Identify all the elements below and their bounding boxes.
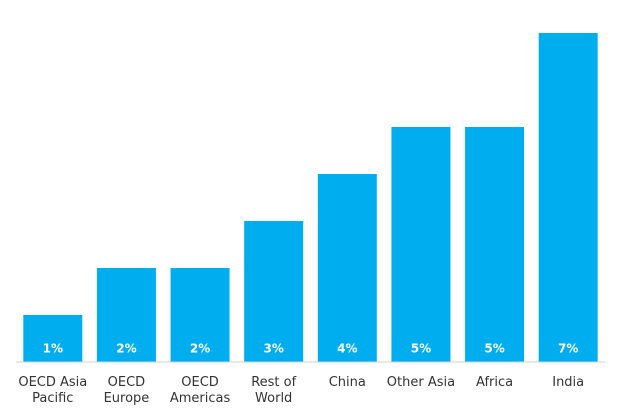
bar	[23, 315, 83, 362]
value-label: 1%	[43, 342, 63, 356]
value-label: 3%	[264, 342, 284, 356]
bar	[391, 127, 451, 362]
value-label: 2%	[190, 342, 210, 356]
x-tick-label: OECD Asia Pacific	[18, 375, 88, 406]
x-tick-label: OECD Americas	[169, 375, 231, 406]
bar	[465, 127, 525, 362]
bar	[244, 221, 304, 362]
bar	[170, 268, 230, 362]
value-label: 5%	[411, 342, 431, 356]
bar	[538, 33, 598, 362]
bar	[96, 268, 156, 362]
x-tick-label: OECD Europe	[103, 375, 150, 406]
value-label: 4%	[337, 342, 357, 356]
value-label: 7%	[558, 342, 578, 356]
value-label: 5%	[484, 342, 504, 356]
x-tick-label: Rest of World	[251, 375, 297, 406]
bar	[317, 174, 377, 362]
x-tick-label: China	[328, 375, 366, 390]
value-label: 2%	[116, 342, 136, 356]
x-tick-label: Africa	[476, 375, 514, 390]
x-tick-label: Other Asia	[386, 375, 456, 390]
x-tick-label: India	[552, 375, 585, 390]
